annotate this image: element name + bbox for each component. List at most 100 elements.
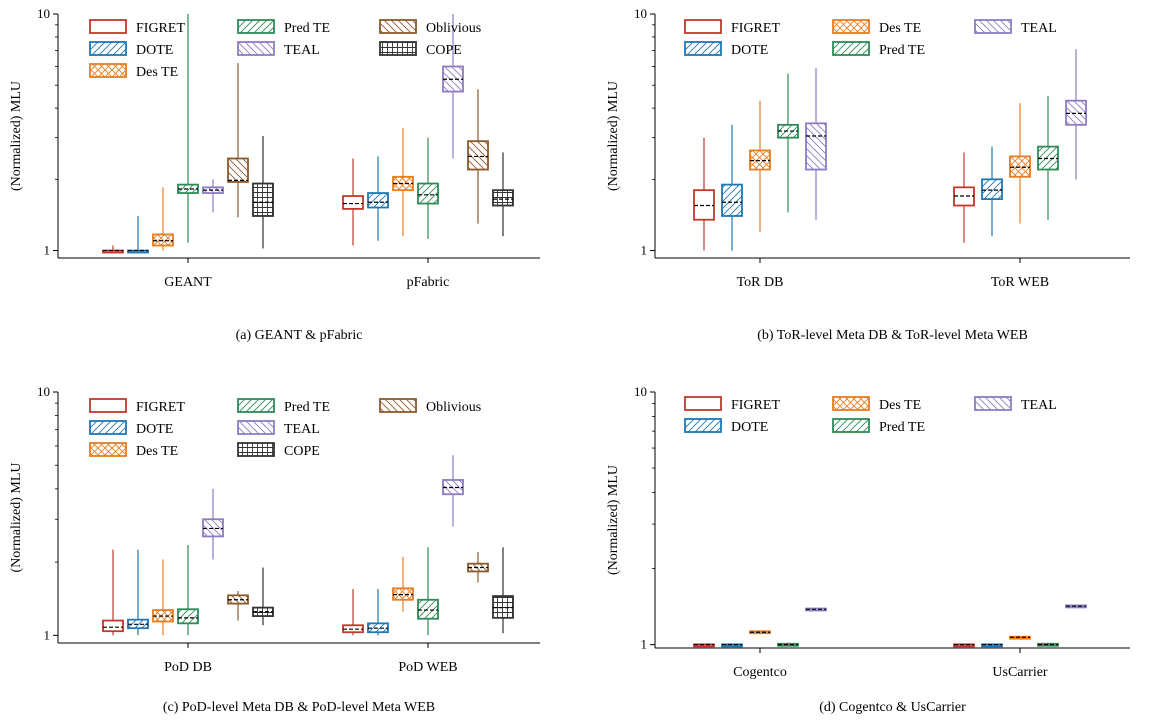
- legend-label: TEAL: [284, 422, 320, 437]
- legend-item-cope: COPE: [237, 442, 320, 459]
- box-body: [177, 608, 199, 625]
- legend-swatch: [974, 396, 1012, 411]
- legend-label: TEAL: [284, 43, 320, 58]
- legend-item-pred-te: Pred TE: [832, 418, 925, 435]
- box-teal-cogentco: [805, 607, 827, 612]
- box-oblivious-geant: [227, 63, 249, 218]
- box-figret-pod-db: [102, 549, 124, 636]
- legend-item-oblivious: Oblivious: [379, 19, 481, 36]
- chart-panel-1: 1 10 (Normalized) MLU GEANT pFabric FIGRET DOT…: [9, 6, 540, 343]
- legend-label: TEAL: [1021, 21, 1057, 36]
- legend-item-pred-te: Pred TE: [237, 398, 330, 415]
- legend-label: DOTE: [731, 420, 768, 435]
- box-teal-pod-web: [442, 455, 464, 527]
- box-body: [492, 595, 514, 619]
- legend-label: Des TE: [136, 65, 178, 80]
- box-des-te-tor-web: [1009, 103, 1031, 224]
- box-teal-tor-db: [805, 68, 827, 220]
- legend-label: COPE: [284, 444, 320, 459]
- legend-item-figret: FIGRET: [89, 19, 185, 36]
- legend-label: FIGRET: [731, 398, 780, 413]
- legend-label: Pred TE: [284, 400, 330, 415]
- legend-swatch: [379, 398, 417, 413]
- y-axis-label: (Normalized) MLU: [606, 81, 621, 191]
- box-pred-te-pod-web: [417, 547, 439, 636]
- box-des-te-pfabric: [392, 127, 414, 237]
- box-des-te-pod-web: [392, 556, 414, 612]
- legend-swatch: [832, 19, 870, 34]
- legend-item-des-te: Des TE: [832, 19, 921, 36]
- legend-swatch: [89, 442, 127, 457]
- box-pred-te-cogentco: [777, 642, 799, 647]
- box-cope-geant: [252, 135, 274, 249]
- x-category-label: ToR DB: [737, 275, 784, 290]
- chart-panel-4: 1 10 (Normalized) MLU Cogentco UsCarrier FIGR…: [606, 384, 1130, 715]
- box-body: [152, 233, 174, 247]
- legend-item-figret: FIGRET: [684, 19, 780, 36]
- box-body: [1065, 99, 1087, 126]
- legend-swatch: [237, 19, 275, 34]
- legend-item-des-te: Des TE: [832, 396, 921, 413]
- legend-swatch: [832, 396, 870, 411]
- y-axis-label: (Normalized) MLU: [9, 462, 24, 572]
- y-tick-label: 10: [634, 384, 647, 399]
- legend-swatch: [684, 418, 722, 433]
- box-figret-tor-db: [693, 137, 715, 251]
- box-oblivious-pod-db: [227, 591, 249, 621]
- box-body: [1009, 155, 1031, 178]
- box-figret-geant: [102, 245, 124, 254]
- box-cope-pfabric: [492, 152, 514, 237]
- box-body: [342, 195, 364, 210]
- legend-item-oblivious: Oblivious: [379, 398, 481, 415]
- legend-swatch: [832, 41, 870, 56]
- y-tick-label: 1: [641, 637, 648, 652]
- box-des-te-pod-db: [152, 559, 174, 636]
- legend-swatch: [89, 19, 127, 34]
- subfigure-caption: (a) GEANT & pFabric: [236, 328, 363, 343]
- legend-swatch: [974, 19, 1012, 34]
- box-figret-pfabric: [342, 158, 364, 246]
- legend-item-pred-te: Pred TE: [832, 41, 925, 58]
- legend-label: Des TE: [879, 21, 921, 36]
- legend-label: DOTE: [136, 43, 173, 58]
- box-body: [492, 189, 514, 207]
- subfigure-caption: (d) Cogentco & UsCarrier: [819, 700, 966, 715]
- legend-swatch: [379, 41, 417, 56]
- y-tick-label: 1: [44, 243, 51, 258]
- box-body: [467, 140, 489, 171]
- legend-swatch: [89, 41, 127, 56]
- box-figret-tor-web: [953, 152, 975, 243]
- box-dote-uscarrier: [981, 643, 1003, 648]
- box-figret-uscarrier: [953, 643, 975, 648]
- legend-label: DOTE: [136, 422, 173, 437]
- legend-item-teal: TEAL: [974, 396, 1057, 413]
- box-body: [417, 598, 439, 620]
- legend-item-pred-te: Pred TE: [237, 19, 330, 36]
- box-oblivious-pfabric: [467, 89, 489, 224]
- y-tick-label: 1: [44, 627, 51, 642]
- box-dote-geant: [127, 215, 149, 254]
- y-tick-label: 1: [641, 243, 648, 258]
- legend-label: Oblivious: [426, 400, 481, 415]
- box-des-te-uscarrier: [1009, 635, 1031, 640]
- box-cope-pod-db: [252, 567, 274, 626]
- box-body: [417, 182, 439, 205]
- box-des-te-tor-db: [749, 100, 771, 232]
- box-teal-tor-web: [1065, 49, 1087, 180]
- legend-swatch: [237, 420, 275, 435]
- subfigure-caption: (c) PoD-level Meta DB & PoD-level Meta W…: [163, 700, 435, 715]
- box-pred-te-tor-db: [777, 73, 799, 213]
- box-body: [227, 157, 249, 183]
- legend-label: Pred TE: [879, 420, 925, 435]
- x-category-label: Cogentco: [733, 665, 787, 680]
- box-body: [805, 122, 827, 171]
- box-dote-tor-web: [981, 146, 1003, 237]
- legend-label: FIGRET: [136, 400, 185, 415]
- subfigure-caption: (b) ToR-level Meta DB & ToR-level Meta W…: [757, 328, 1028, 343]
- x-category-label: pFabric: [407, 275, 450, 290]
- legend-label: COPE: [426, 43, 462, 58]
- legend-label: Des TE: [879, 398, 921, 413]
- legend-item-dote: DOTE: [89, 41, 173, 58]
- box-body: [981, 178, 1003, 201]
